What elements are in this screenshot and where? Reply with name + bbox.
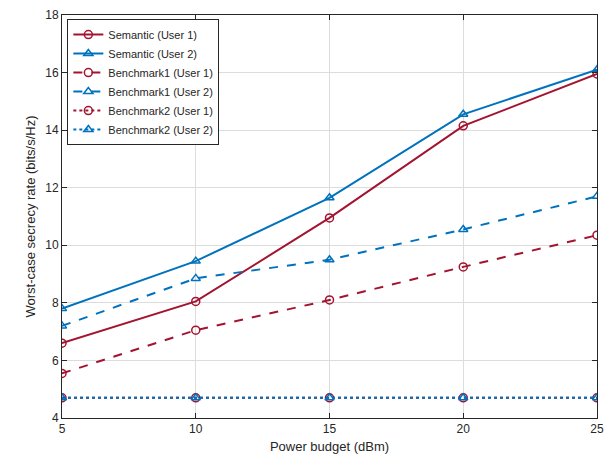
- svg-text:14: 14: [45, 123, 59, 137]
- svg-text:18: 18: [45, 8, 59, 22]
- svg-text:10: 10: [189, 422, 203, 436]
- svg-text:Benchmark2 (User 1): Benchmark2 (User 1): [108, 105, 213, 117]
- svg-text:Benchmark2 (User 2): Benchmark2 (User 2): [108, 124, 213, 136]
- svg-text:20: 20: [457, 422, 471, 436]
- svg-text:Benchmark1 (User 2): Benchmark1 (User 2): [108, 86, 213, 98]
- svg-text:10: 10: [45, 238, 59, 252]
- svg-text:Power budget (dBm): Power budget (dBm): [270, 439, 389, 454]
- svg-text:4: 4: [52, 411, 59, 425]
- svg-text:6: 6: [52, 354, 59, 368]
- svg-text:Worst-case secrecy rate (bits/: Worst-case secrecy rate (bits/s/Hz): [23, 115, 38, 317]
- svg-text:12: 12: [45, 181, 59, 195]
- svg-text:15: 15: [323, 422, 337, 436]
- svg-text:Semantic (User 1): Semantic (User 1): [108, 29, 197, 41]
- svg-text:5: 5: [59, 422, 66, 436]
- svg-text:16: 16: [45, 66, 59, 80]
- svg-text:8: 8: [52, 296, 59, 310]
- svg-text:Benchmark1 (User 1): Benchmark1 (User 1): [108, 67, 213, 79]
- svg-text:25: 25: [590, 422, 604, 436]
- svg-text:Semantic (User 2): Semantic (User 2): [108, 48, 197, 60]
